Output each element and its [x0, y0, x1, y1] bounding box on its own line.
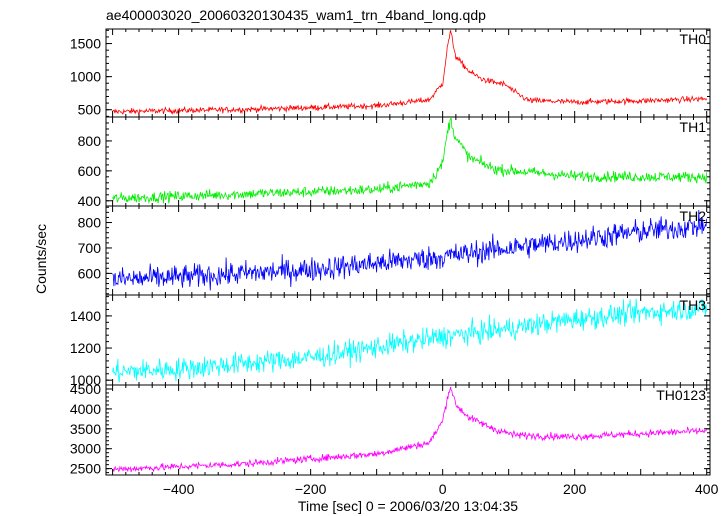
y-tick-label: 700	[78, 240, 102, 256]
panel-th1: 400 600 800 TH1	[78, 116, 711, 209]
panel-th3: 1000 1200 1400 TH3	[70, 294, 711, 388]
y-tick-label: 1200	[70, 340, 101, 356]
panel-frame	[105, 116, 711, 207]
x-tick-label: 400	[695, 481, 719, 497]
series-label-th0123: TH0123	[656, 387, 706, 403]
panel-frame	[105, 28, 711, 118]
series-label-th0: TH0	[680, 31, 707, 47]
y-tick-label: 600	[78, 265, 102, 281]
y-tick-label: 1500	[70, 36, 101, 52]
panel-frame	[105, 205, 711, 296]
x-tick-label: 0	[439, 481, 447, 497]
series-line-th3	[112, 298, 708, 383]
y-tick-label: 1000	[70, 372, 101, 388]
series-line-th0123	[112, 386, 708, 473]
chart-panels: 500 1000 1500 TH0 400 600 800 TH1 600 700 800 TH2 10…	[70, 28, 719, 497]
x-axis-label: Time [sec] 0 = 2006/03/20 13:04:35	[298, 498, 518, 514]
series-line-th2	[112, 209, 708, 291]
y-tick-label: 800	[78, 215, 102, 231]
y-tick-label: 800	[78, 133, 102, 149]
series-label-th2: TH2	[680, 208, 707, 224]
y-tick-label: 1400	[70, 308, 101, 324]
x-tick-label: −400	[163, 481, 195, 497]
series-label-th3: TH3	[680, 297, 707, 313]
y-tick-label: 400	[78, 193, 102, 209]
x-tick-label: −200	[295, 481, 327, 497]
series-line-th1	[112, 118, 708, 205]
panel-th0123: 2500 3000 3500 4000 4500 TH0123	[70, 381, 711, 477]
y-tick-label: 3500	[70, 421, 101, 437]
y-tick-label: 600	[78, 163, 102, 179]
series-line-th0	[112, 30, 708, 116]
y-tick-label: 1000	[70, 69, 101, 85]
panel-frame	[105, 384, 711, 476]
y-tick-label: 4500	[70, 381, 101, 397]
y-tick-label: 2500	[70, 461, 101, 477]
panel-th0: 500 1000 1500 TH0	[70, 28, 711, 118]
panel-th2: 600 700 800 TH2	[78, 205, 711, 296]
x-tick-label: 200	[563, 481, 587, 497]
y-tick-label: 500	[78, 102, 102, 118]
y-tick-label: 4000	[70, 401, 101, 417]
y-tick-label: 3000	[70, 441, 101, 457]
series-label-th1: TH1	[680, 119, 707, 135]
y-axis-label: Counts/sec	[33, 224, 49, 294]
chart-title: ae400003020_20060320130435_wam1_trn_4ban…	[106, 7, 486, 23]
